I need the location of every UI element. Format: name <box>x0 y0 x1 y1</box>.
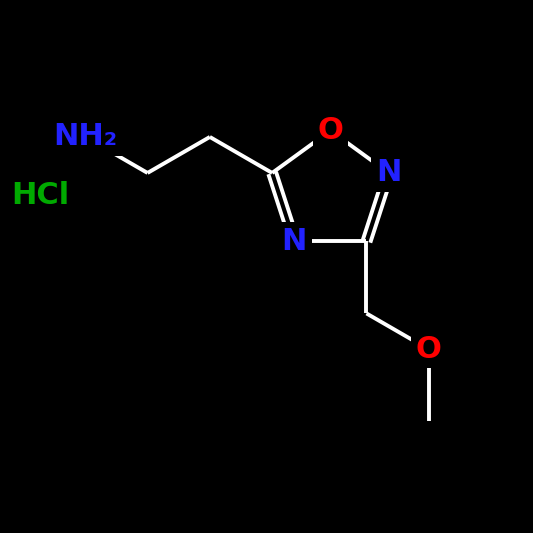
Text: NH₂: NH₂ <box>53 123 117 151</box>
Text: O: O <box>416 335 442 364</box>
Text: N: N <box>376 158 401 188</box>
Text: N: N <box>282 227 307 256</box>
Text: O: O <box>318 116 343 145</box>
Text: HCl: HCl <box>11 181 69 210</box>
